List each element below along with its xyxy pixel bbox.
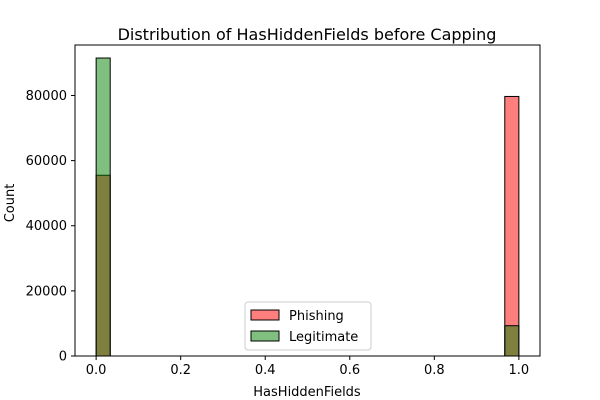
y-tick-label: 80000 bbox=[26, 89, 67, 104]
y-tick-label: 0 bbox=[59, 350, 67, 365]
chart-title: Distribution of HasHiddenFields before C… bbox=[118, 25, 497, 44]
plot-area bbox=[74, 44, 541, 357]
x-axis-label: HasHiddenFields bbox=[253, 385, 361, 400]
y-axis: 0 20000 40000 60000 80000 bbox=[26, 89, 75, 365]
axes-frame bbox=[74, 44, 541, 357]
y-axis-label: Count bbox=[3, 184, 18, 223]
x-tick-label: 1.0 bbox=[509, 363, 530, 378]
bar-legitimate-1 bbox=[504, 325, 520, 357]
y-tick-label: 40000 bbox=[26, 219, 67, 234]
legend: Phishing Legitimate bbox=[244, 301, 372, 351]
y-tick-label: 60000 bbox=[26, 154, 67, 169]
legend-swatch-phishing bbox=[250, 309, 280, 321]
x-tick-label: 0.0 bbox=[86, 363, 107, 378]
x-axis: 0.0 0.2 0.4 0.6 0.8 1.0 bbox=[86, 356, 529, 378]
x-tick-label: 0.2 bbox=[170, 363, 191, 378]
bar-phishing-1 bbox=[504, 95, 520, 357]
x-tick-label: 0.8 bbox=[424, 363, 445, 378]
legend-label-phishing: Phishing bbox=[289, 309, 344, 324]
legend-swatch-legitimate bbox=[250, 330, 280, 342]
bar-legitimate-0 bbox=[95, 57, 111, 357]
x-tick-label: 0.4 bbox=[255, 363, 276, 378]
x-tick-label: 0.6 bbox=[339, 363, 360, 378]
y-tick-label: 20000 bbox=[26, 284, 67, 299]
legend-label-legitimate: Legitimate bbox=[289, 330, 358, 345]
